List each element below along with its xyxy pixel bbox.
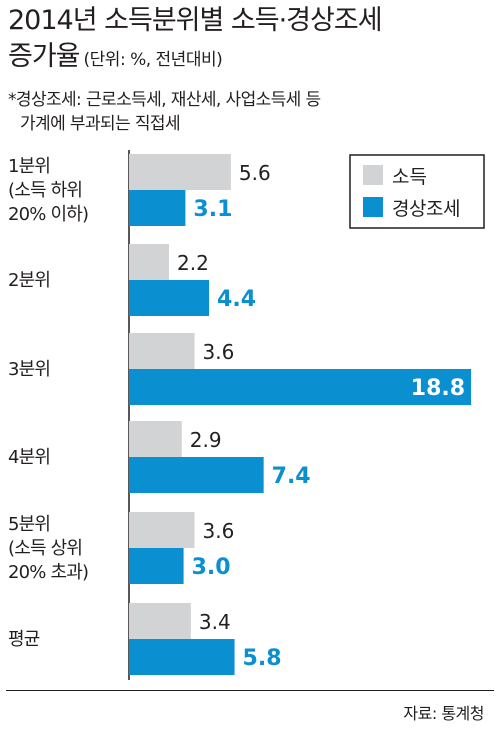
income-bar — [129, 603, 191, 639]
income-value-label: 2.2 — [177, 251, 209, 275]
tax-value-label: 18.8 — [411, 376, 465, 401]
category-label: 5분위 — [8, 514, 50, 535]
tax-bar — [129, 190, 186, 226]
footnote-line2: 가계에 부과되는 직접세 — [20, 114, 181, 134]
income-bar — [129, 421, 182, 457]
legend-income-swatch — [363, 165, 383, 185]
tax-value-label: 3.1 — [193, 197, 232, 222]
category-label: (소득 상위 — [8, 538, 82, 559]
tax-bar — [129, 548, 184, 584]
income-value-label: 3.4 — [199, 610, 231, 634]
category-label: 2분위 — [8, 270, 50, 291]
category-label: 20% 이하) — [8, 204, 88, 225]
income-value-label: 2.9 — [190, 428, 222, 452]
category-label: 3분위 — [8, 359, 50, 380]
tax-bar — [129, 457, 264, 493]
income-bar — [129, 333, 195, 369]
tax-value-label: 3.0 — [192, 555, 231, 580]
legend-tax-swatch — [363, 197, 383, 217]
income-value-label: 3.6 — [203, 340, 235, 364]
chart-title: 2014년 소득분위별 소득·경상조세 — [8, 5, 383, 36]
legend-income-label: 소득 — [392, 166, 427, 188]
income-value-label: 3.6 — [203, 519, 235, 543]
category-label: 4분위 — [8, 447, 50, 468]
unit-label: (단위: %, 전년대비) — [83, 50, 223, 70]
chart-title-line2: 증가율 (단위: %, 전년대비) — [8, 40, 223, 77]
tax-value-label: 4.4 — [217, 287, 256, 312]
income-value-label: 5.6 — [239, 161, 271, 185]
tax-value-label: 7.4 — [272, 464, 311, 489]
source-label: 자료: 통계청 — [403, 704, 484, 723]
income-bar — [129, 512, 195, 548]
legend-tax-label: 경상조세 — [392, 198, 460, 220]
chart-title-cont: 증가율 — [8, 41, 81, 72]
bar-chart: 1분위 (소득 하위 20% 이하) 5.6 3.1 2분위 2.2 4.4 3분위 3.6 18.… — [8, 150, 485, 680]
category-label: (소득 하위 — [8, 180, 82, 201]
bottom-divider — [6, 690, 494, 691]
tax-bar — [129, 369, 472, 405]
category-label: 평균 — [8, 629, 40, 650]
tax-value-label: 5.8 — [243, 646, 282, 671]
category-label: 1분위 — [8, 156, 50, 177]
tax-bar — [129, 639, 235, 675]
category-label: 20% 초과) — [8, 562, 88, 583]
tax-bar — [129, 280, 210, 316]
footnote-line1: *경상조세: 근로소득세, 재산세, 사업소득세 등 — [8, 90, 321, 110]
income-bar — [129, 154, 231, 190]
income-bar — [129, 244, 170, 280]
